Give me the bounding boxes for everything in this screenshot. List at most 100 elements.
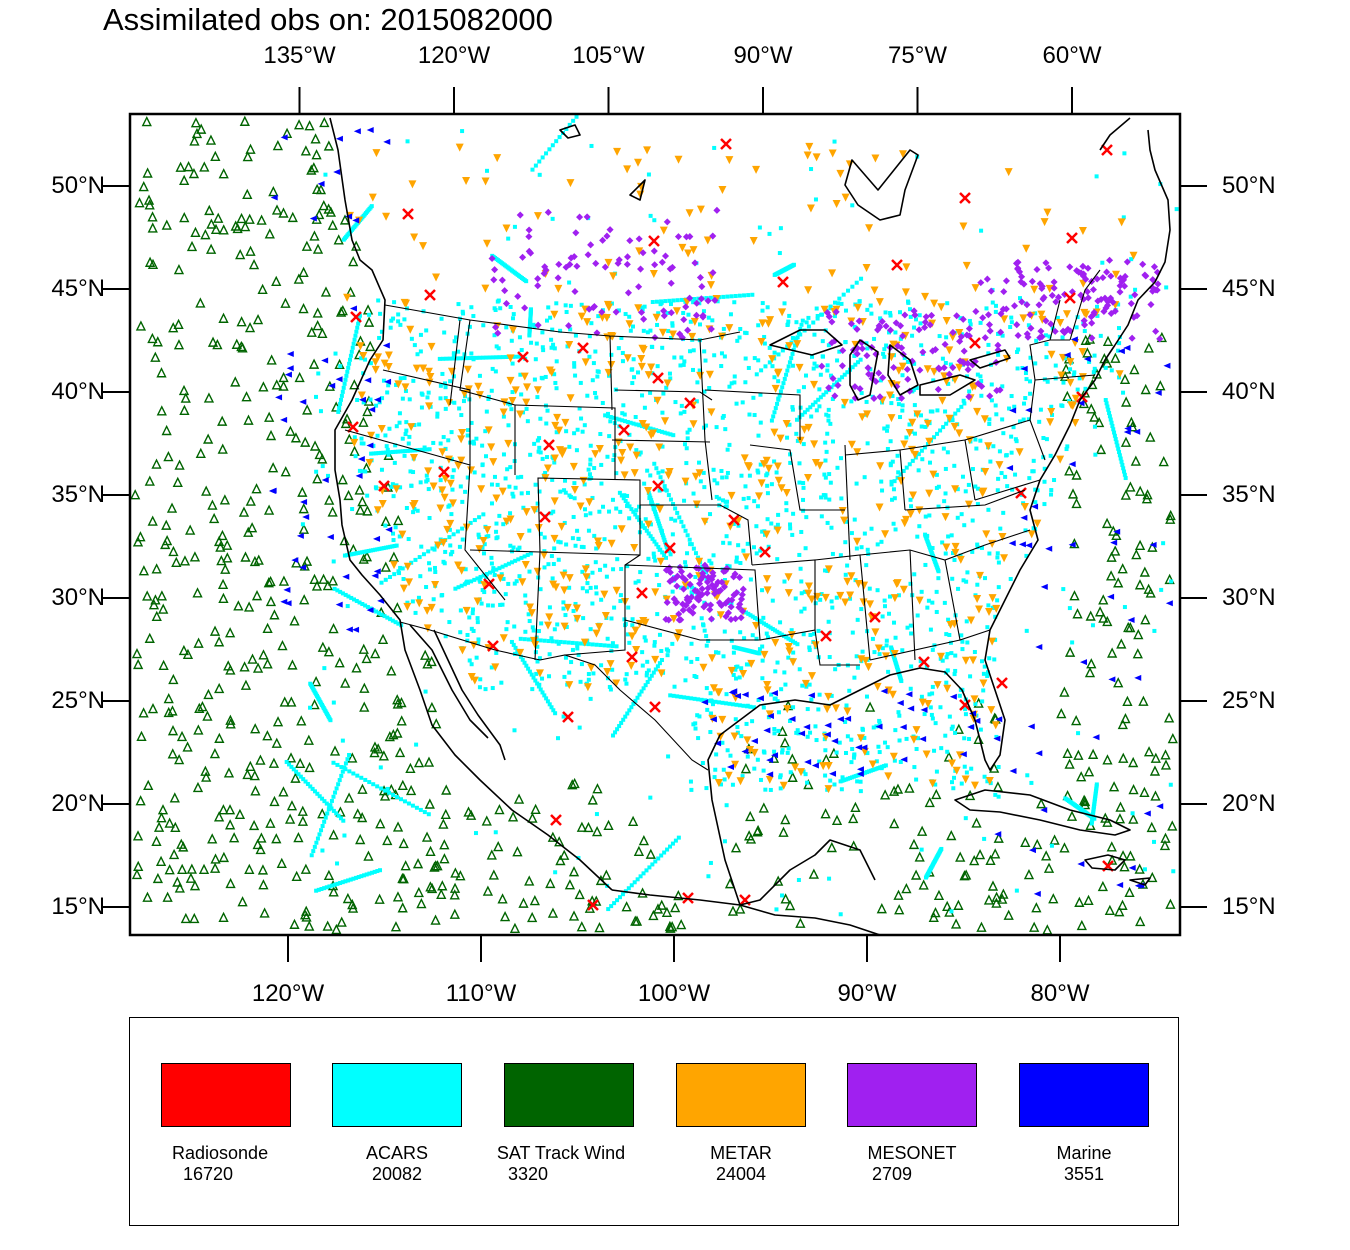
acars-marker xyxy=(714,752,719,757)
sat-wind-marker xyxy=(345,286,356,297)
acars-marker xyxy=(777,631,782,636)
acars-marker xyxy=(630,623,635,628)
radiosonde-marker xyxy=(869,611,881,623)
acars-marker xyxy=(670,841,675,846)
acars-marker xyxy=(511,642,516,647)
mesonet-marker xyxy=(711,296,719,304)
metar-marker xyxy=(700,517,709,526)
acars-marker xyxy=(960,474,965,479)
acars-marker xyxy=(897,713,902,718)
metar-marker xyxy=(454,561,463,570)
acars-marker xyxy=(363,469,368,474)
acars-marker xyxy=(645,680,650,685)
metar-marker xyxy=(747,659,756,668)
right-latitude-label: 15°N xyxy=(1222,893,1276,920)
acars-marker xyxy=(648,426,653,431)
map-title: Assimilated obs on: 2015082000 xyxy=(103,2,553,37)
acars-marker xyxy=(1031,526,1036,531)
metar-marker xyxy=(863,410,872,419)
metar-marker xyxy=(498,487,507,496)
acars-marker xyxy=(1092,366,1097,371)
acars-marker xyxy=(590,601,595,606)
sat-wind-marker xyxy=(258,879,269,890)
sat-wind-marker xyxy=(293,273,304,284)
sat-wind-marker xyxy=(167,725,179,736)
acars-marker xyxy=(682,498,687,503)
acars-marker xyxy=(465,475,470,480)
acars-marker xyxy=(552,372,557,377)
acars-marker xyxy=(474,355,479,360)
top-longitude-label: 90°W xyxy=(733,42,793,69)
marine-marker xyxy=(807,692,815,699)
acars-marker xyxy=(772,350,777,355)
metar-marker xyxy=(752,622,761,631)
acars-marker xyxy=(378,450,383,455)
acars-marker xyxy=(450,487,455,492)
acars-marker xyxy=(823,568,828,573)
acars-marker xyxy=(492,306,497,311)
metar-marker xyxy=(982,530,991,539)
acars-marker xyxy=(471,441,476,446)
acars-marker xyxy=(352,435,357,440)
acars-marker xyxy=(338,881,343,886)
sat-wind-marker xyxy=(265,817,276,828)
acars-marker xyxy=(643,517,648,522)
sat-wind-marker xyxy=(1138,695,1149,706)
mesonet-marker xyxy=(683,594,691,602)
sat-wind-marker xyxy=(306,326,317,337)
acars-marker xyxy=(981,671,986,676)
acars-marker xyxy=(725,499,730,504)
acars-marker xyxy=(1044,355,1049,360)
acars-marker xyxy=(363,357,368,362)
marine-marker xyxy=(1035,644,1043,651)
acars-marker xyxy=(501,576,506,581)
acars-marker xyxy=(673,518,678,523)
radiosonde-marker xyxy=(720,138,732,150)
acars-marker xyxy=(649,344,654,349)
metar-marker xyxy=(691,472,700,481)
metar-marker xyxy=(609,272,618,281)
acars-marker xyxy=(365,605,370,610)
acars-marker xyxy=(647,865,652,870)
sat-wind-marker xyxy=(420,649,431,660)
metar-marker xyxy=(604,258,613,267)
acars-marker xyxy=(608,419,613,424)
metar-marker xyxy=(408,180,417,189)
sat-wind-marker xyxy=(328,622,339,634)
acars-marker xyxy=(943,360,948,365)
acars-marker xyxy=(777,251,782,256)
mesonet-marker xyxy=(498,276,506,284)
acars-marker xyxy=(1021,417,1026,422)
acars-marker xyxy=(475,576,480,581)
acars-marker xyxy=(732,300,737,305)
metar-marker xyxy=(406,325,415,334)
acars-marker xyxy=(798,566,803,571)
acars-marker xyxy=(724,803,729,808)
acars-marker xyxy=(513,485,518,490)
acars-marker xyxy=(357,468,362,473)
metar-marker xyxy=(550,310,559,319)
coastlines-and-borders xyxy=(329,117,1171,935)
left-latitude-label: 35°N xyxy=(51,481,105,508)
acars-marker xyxy=(1077,376,1082,381)
acars-marker xyxy=(677,515,682,520)
acars-marker xyxy=(949,533,954,538)
metar-marker xyxy=(947,759,956,768)
acars-marker xyxy=(662,484,667,489)
metar-marker xyxy=(795,363,804,372)
metar-marker xyxy=(659,226,668,235)
acars-marker xyxy=(431,597,436,602)
acars-marker xyxy=(1116,302,1121,307)
acars-marker xyxy=(524,663,529,668)
acars-marker xyxy=(339,773,344,778)
acars-marker xyxy=(425,447,430,452)
acars-marker xyxy=(402,453,407,458)
acars-marker xyxy=(838,553,843,558)
acars-marker xyxy=(517,574,522,579)
acars-marker xyxy=(619,720,624,725)
metar-marker xyxy=(778,308,787,317)
acars-marker xyxy=(647,676,652,681)
acars-marker xyxy=(780,348,785,353)
metar-marker xyxy=(1027,530,1036,539)
acars-marker xyxy=(682,695,687,700)
